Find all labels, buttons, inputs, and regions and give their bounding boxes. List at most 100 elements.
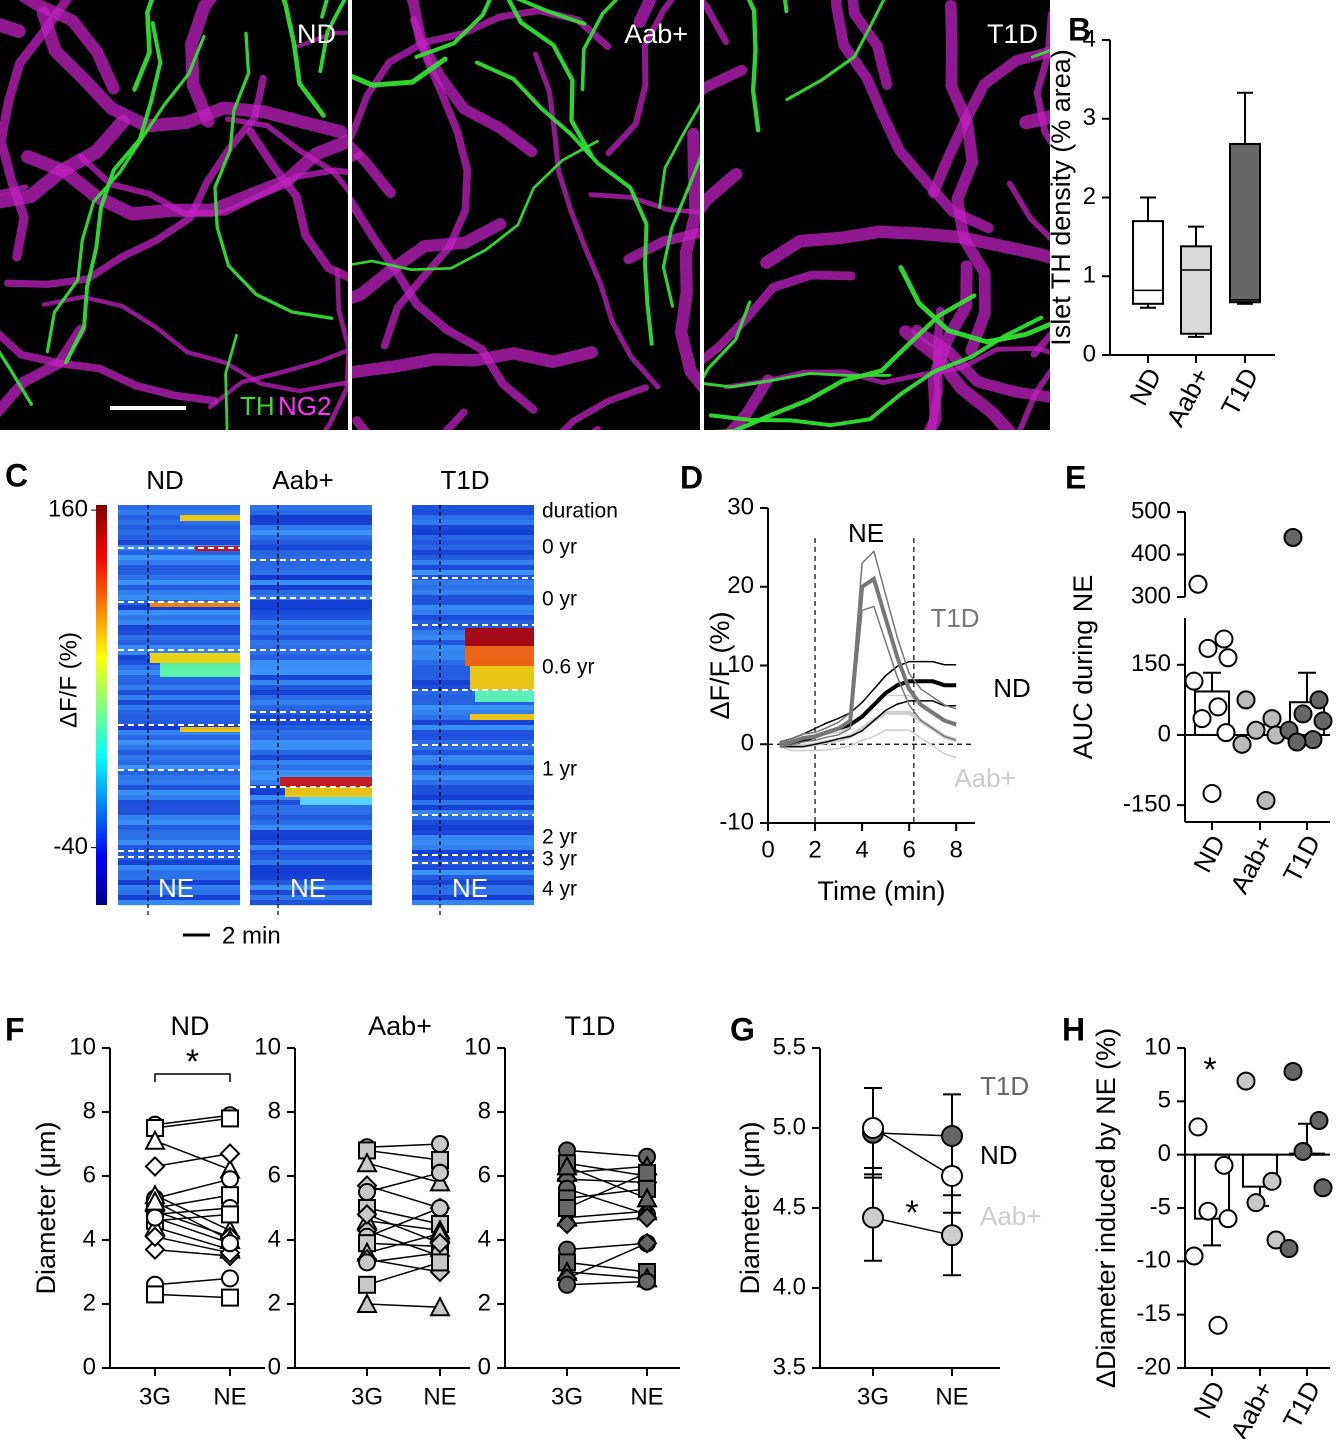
- data-point: [358, 1275, 376, 1294]
- pair-line: [366, 1172, 441, 1193]
- stain-fiber: [506, 0, 594, 158]
- divider: [348, 0, 352, 430]
- stain-fiber: [898, 265, 1050, 345]
- heatmap-row: [250, 645, 372, 651]
- data-point: [1287, 732, 1307, 752]
- heatmap-row: [118, 615, 240, 621]
- data-point: [356, 1152, 378, 1173]
- heatmap-row: [118, 690, 240, 696]
- pair-line: [366, 1261, 441, 1286]
- chart-title: ND: [171, 1011, 210, 1041]
- stain-fiber: [1007, 180, 1050, 430]
- duration-label: 0 yr: [542, 536, 577, 559]
- y-tick-label: 3.5: [773, 1353, 806, 1380]
- heatmap-row: [118, 870, 240, 876]
- heatmap-row: [412, 610, 534, 616]
- data-point: [558, 1199, 576, 1217]
- heatmap-row: [118, 570, 240, 576]
- stain-fiber: [224, 116, 348, 194]
- stain-fiber: [64, 21, 163, 365]
- heatmap-row: [250, 515, 372, 521]
- panel-letter: E: [1065, 459, 1086, 495]
- error-line: [779, 700, 957, 748]
- heatmap-row: [412, 765, 534, 771]
- image-label: Aab+: [624, 19, 688, 49]
- x-tick-label: T1D: [1277, 830, 1327, 887]
- y-tick-label: 0: [741, 730, 754, 757]
- stain-fiber: [0, 114, 130, 209]
- heatmap-row: [250, 580, 372, 586]
- data-point: [1208, 697, 1228, 717]
- heatmap-row: [118, 770, 240, 776]
- heatmap-row: [250, 830, 372, 836]
- heatmap-row: [118, 715, 240, 721]
- heatmap-response: [150, 602, 240, 607]
- data-point: [1246, 1193, 1266, 1213]
- pair-line: [366, 1143, 441, 1148]
- y-axis-label: Diameter (μm): [31, 1121, 61, 1294]
- heatmap-row: [118, 820, 240, 826]
- heatmap-response: [470, 714, 534, 720]
- heatmap-row: [118, 555, 240, 561]
- heatmap-row: [250, 640, 372, 646]
- heatmap-row: [412, 605, 534, 611]
- heatmap-row: [118, 720, 240, 726]
- y-tick-label: 10: [727, 651, 754, 678]
- heatmap-row: [412, 510, 534, 516]
- x-tick-label: 4: [855, 836, 868, 863]
- stain-fiber: [785, 0, 886, 102]
- heatmap-row: [118, 885, 240, 891]
- duration-label: 4 yr: [542, 878, 577, 901]
- stain-fiber: [414, 0, 492, 59]
- series-label: ND: [980, 1140, 1018, 1170]
- heatmap-row: [412, 755, 534, 761]
- series-label: ND: [993, 673, 1031, 703]
- heatmap-row: [118, 635, 240, 641]
- heatmap-row: [118, 725, 240, 731]
- heatmap-row: [412, 790, 534, 796]
- stain-fiber: [658, 102, 700, 209]
- stain-fiber: [725, 374, 774, 430]
- heatmap-row: [250, 900, 372, 906]
- y-tick-label: 4: [83, 1225, 96, 1252]
- heatmap-row: [250, 815, 372, 821]
- y-tick-label: 8: [83, 1097, 96, 1124]
- colorbar-label: ΔF/F (%): [55, 632, 82, 728]
- pair-line: [366, 1303, 441, 1308]
- stain-fiber: [704, 270, 856, 365]
- duration-label: 3 yr: [542, 848, 577, 871]
- y-tick-label: 8: [478, 1097, 491, 1124]
- data-point: [356, 1292, 378, 1313]
- heatmap-row: [118, 785, 240, 791]
- data-point: [1279, 1239, 1299, 1259]
- y-tick-label: 10: [1144, 1033, 1171, 1060]
- heatmap-row: [118, 505, 240, 511]
- x-axis-label: Time (min): [818, 876, 946, 906]
- heatmap-row: [118, 520, 240, 526]
- data-point: [1208, 1315, 1228, 1335]
- y-tick-label: 150: [1131, 650, 1171, 677]
- heatmap-row: [250, 575, 372, 581]
- data-point: [1216, 723, 1236, 743]
- heatmap-row: [250, 555, 372, 561]
- pair-line: [366, 1149, 441, 1161]
- heatmap-row: [118, 900, 240, 906]
- series-line: [872, 1216, 953, 1236]
- heatmap-row: [250, 550, 372, 556]
- stain-fiber: [0, 330, 219, 405]
- stain-fiber: [281, 0, 326, 118]
- pair-line: [566, 1178, 648, 1184]
- data-point: [431, 1199, 449, 1217]
- stain-fiber: [352, 218, 507, 305]
- heatmap-row: [250, 725, 372, 731]
- y-axis-label: ΔF/F (%): [705, 611, 735, 719]
- stain-label: TH: [240, 391, 275, 421]
- x-tick-label: ND: [1187, 1376, 1231, 1423]
- heatmap-row: [250, 720, 372, 726]
- heatmap-row: [118, 765, 240, 771]
- data-point: [146, 1285, 164, 1304]
- panel-letter: D: [680, 459, 703, 495]
- heatmap-row: [250, 715, 372, 721]
- heatmap-row: [412, 775, 534, 781]
- data-point: [219, 1143, 241, 1165]
